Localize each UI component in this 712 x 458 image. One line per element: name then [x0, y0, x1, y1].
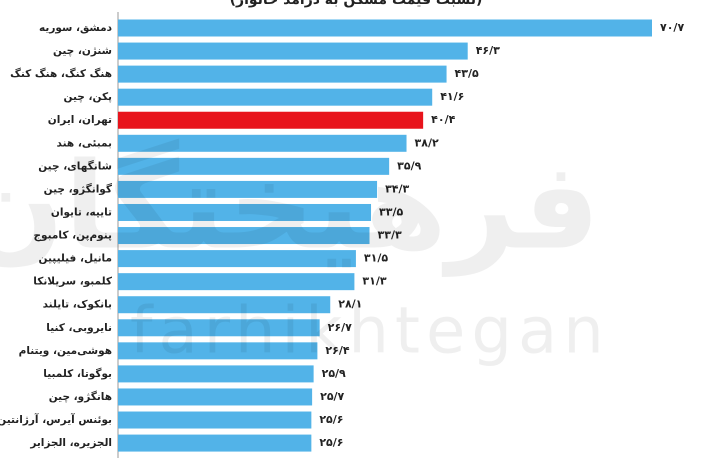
value-label: ۴۳/۵	[455, 67, 479, 80]
value-label: ۳۸/۲	[415, 136, 439, 149]
watermark: فرهیختگان	[0, 138, 600, 277]
bar	[118, 319, 320, 337]
category-label: کلمبو، سریلانکا	[33, 276, 113, 288]
category-label: پنوم‌پن، کامبوج	[33, 230, 112, 242]
bar	[118, 388, 313, 406]
category-label: بوئنس آیرس، آرژانتین	[0, 413, 112, 426]
category-label: گوانگژو، چین	[44, 182, 113, 195]
bar	[118, 19, 652, 37]
bar	[118, 273, 355, 291]
chart-title: (نسبت قیمت مسکن به درآمد خانوار)	[230, 0, 483, 8]
value-label: ۲۵/۷	[320, 390, 344, 403]
value-label: ۷۰/۷	[660, 21, 684, 34]
value-label: ۳۳/۵	[379, 205, 403, 218]
category-label: هنگ کنگ، هنگ کنگ	[10, 67, 112, 80]
value-label: ۳۳/۳	[378, 229, 402, 242]
category-label: نایروبی، کنیا	[46, 322, 112, 334]
value-label: ۲۵/۶	[319, 413, 343, 426]
category-label: دمشق، سوریه	[39, 22, 113, 34]
category-label: پکن، چین	[64, 91, 113, 103]
value-label: ۳۵/۹	[397, 159, 421, 172]
bar	[118, 250, 356, 268]
category-label: هوشی‌مین، ویتنام	[19, 345, 112, 357]
value-label: ۳۱/۳	[362, 275, 386, 288]
value-label: ۴۶/۳	[476, 44, 500, 57]
category-label: تهران، ایران	[48, 114, 112, 126]
watermark: farhikhtegan	[130, 295, 610, 369]
value-label: ۴۱/۶	[440, 90, 464, 103]
category-label: بوگوتا، کلمبیا	[43, 367, 112, 380]
value-label: ۴۰/۴	[431, 113, 455, 126]
bar	[118, 365, 314, 383]
category-label: هانگژو، چین	[49, 390, 112, 403]
bar	[118, 411, 312, 429]
bar	[118, 203, 372, 221]
category-label: بمبئی، هند	[57, 137, 113, 149]
value-label: ۲۸/۱	[338, 298, 362, 311]
bar	[118, 65, 447, 83]
bar	[118, 342, 318, 360]
category-label: شنژن، چین	[53, 45, 112, 57]
value-label: ۲۶/۴	[325, 344, 349, 357]
value-label: ۳۴/۳	[385, 182, 409, 195]
value-label: ۳۱/۵	[364, 252, 388, 265]
bar	[118, 296, 331, 314]
bar	[118, 434, 312, 452]
bar	[118, 180, 378, 198]
bar	[118, 157, 390, 175]
category-label: الجزیره، الجزایر	[29, 437, 112, 449]
bar	[118, 42, 468, 60]
bar	[118, 134, 407, 152]
bar	[118, 88, 433, 106]
value-label: ۲۵/۹	[322, 367, 346, 380]
bar	[118, 111, 424, 129]
category-label: بانکوک، تایلند	[43, 299, 112, 311]
value-label: ۲۵/۶	[319, 436, 343, 449]
category-label: مانیل، فیلیپین	[39, 253, 112, 265]
category-label: تایپه، تایوان	[51, 206, 112, 218]
bar	[118, 227, 370, 245]
value-label: ۲۶/۷	[328, 321, 352, 334]
category-label: شانگهای، چین	[38, 159, 112, 172]
